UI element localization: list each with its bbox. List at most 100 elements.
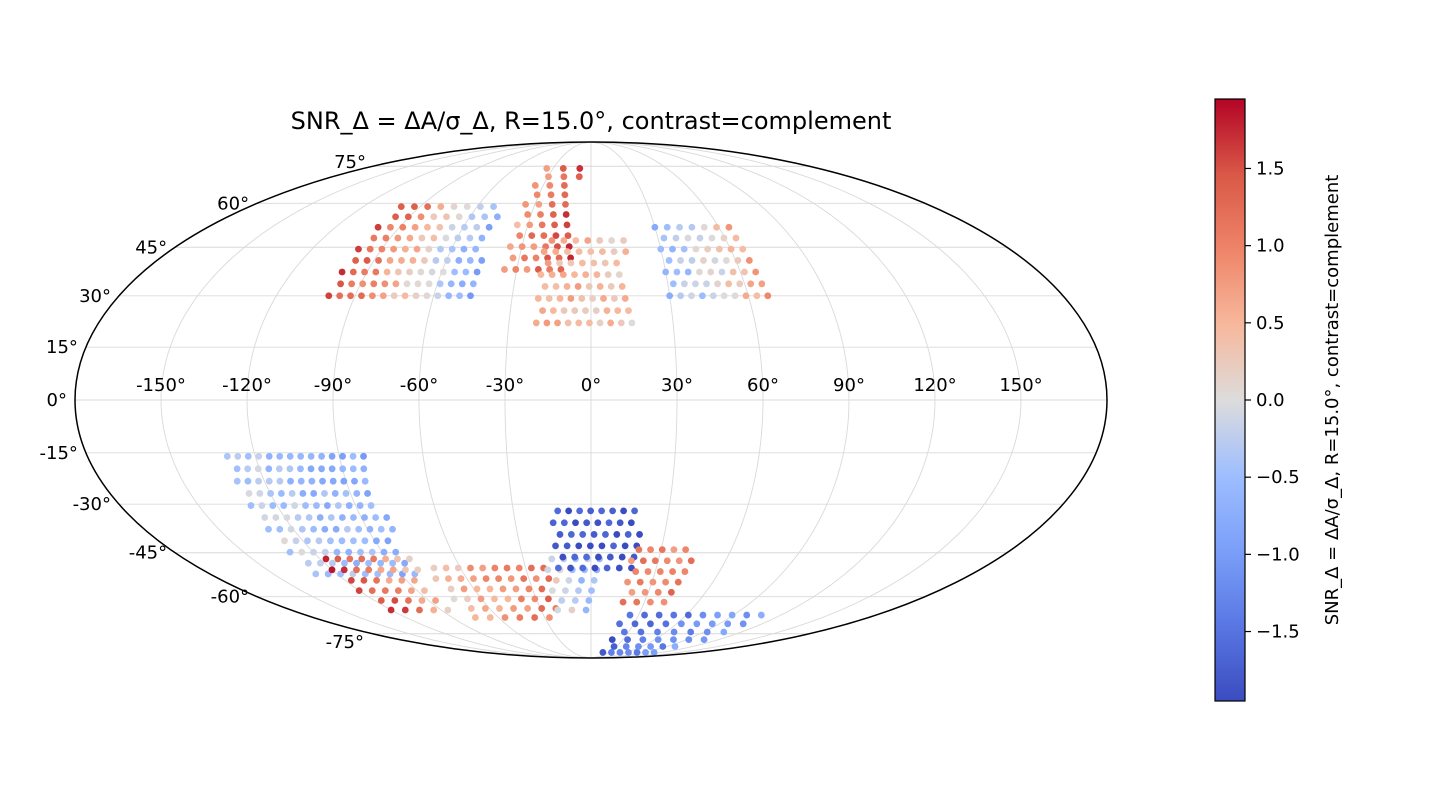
data-point <box>411 576 418 584</box>
data-point <box>545 295 553 302</box>
data-point <box>607 319 615 327</box>
data-point <box>276 525 284 533</box>
data-point <box>421 587 428 595</box>
data-point <box>639 636 647 644</box>
data-point <box>247 502 255 509</box>
data-point <box>470 575 477 583</box>
data-point <box>556 295 564 302</box>
data-point <box>688 292 695 300</box>
data-point <box>618 553 626 561</box>
lat-tick-label: 30° <box>79 286 111 307</box>
data-point <box>286 452 294 460</box>
data-point <box>359 280 367 288</box>
data-point <box>332 525 340 533</box>
data-point <box>642 649 649 656</box>
data-point <box>610 248 618 256</box>
data-point <box>654 636 662 644</box>
data-point <box>541 283 549 290</box>
lat-tick-label: -60° <box>211 587 249 608</box>
data-point <box>723 257 730 264</box>
data-point <box>626 611 634 619</box>
data-point <box>687 557 695 565</box>
data-point <box>389 525 396 533</box>
data-point <box>286 465 294 473</box>
data-point <box>307 465 315 473</box>
colorbar-tick-label: 0.0 <box>1256 390 1285 411</box>
data-point <box>352 257 360 264</box>
map-frame <box>74 141 1108 659</box>
colorbar-tick-label: −1.0 <box>1256 544 1300 565</box>
data-point <box>353 490 361 497</box>
data-point <box>392 213 399 221</box>
data-point <box>700 636 708 644</box>
data-point <box>370 280 378 288</box>
data-point <box>747 280 755 288</box>
data-point <box>560 307 568 315</box>
data-point <box>373 537 380 545</box>
data-point <box>360 576 368 584</box>
data-point <box>567 254 575 262</box>
data-point <box>308 477 316 485</box>
lon-tick-label: 30° <box>661 375 693 396</box>
data-point <box>734 257 742 264</box>
data-point <box>688 223 696 231</box>
data-point <box>546 182 554 189</box>
data-point <box>639 557 647 565</box>
data-point <box>614 307 622 315</box>
data-point <box>254 465 262 473</box>
data-point <box>637 628 645 636</box>
data-point <box>477 595 485 603</box>
data-point <box>469 280 477 288</box>
data-point <box>328 452 336 460</box>
data-point <box>693 620 701 628</box>
data-point <box>736 280 744 288</box>
data-point <box>392 548 400 556</box>
data-point <box>504 595 512 603</box>
data-point <box>624 636 631 644</box>
lon-tick-label: -120° <box>222 375 272 396</box>
data-point <box>669 280 677 288</box>
data-point <box>651 557 659 565</box>
data-point <box>370 234 378 242</box>
data-point <box>443 257 451 264</box>
data-point <box>618 283 626 290</box>
data-point <box>635 546 643 554</box>
data-point <box>562 201 569 208</box>
data-point <box>518 243 526 251</box>
data-point <box>565 507 573 515</box>
data-point <box>486 585 494 593</box>
data-point <box>283 514 291 521</box>
data-point <box>523 266 531 273</box>
data-point <box>565 576 573 584</box>
data-point <box>535 201 543 208</box>
data-point <box>350 514 357 521</box>
data-point <box>600 295 607 302</box>
data-point <box>729 268 737 276</box>
data-point <box>669 568 676 575</box>
data-point <box>323 502 331 509</box>
data-point <box>394 234 402 242</box>
data-point <box>457 575 465 583</box>
data-point <box>587 248 595 256</box>
data-point <box>561 191 569 199</box>
data-point <box>430 564 438 572</box>
data-point <box>447 280 455 288</box>
data-point <box>700 257 707 264</box>
colorbar-tick-label: −1.5 <box>1256 622 1300 643</box>
data-point <box>610 295 618 302</box>
data-point <box>583 519 591 527</box>
data-point <box>434 292 442 300</box>
data-point <box>548 587 556 595</box>
data-point <box>292 537 300 545</box>
data-point <box>338 514 346 521</box>
data-point <box>621 295 629 302</box>
data-point <box>522 201 529 208</box>
data-point <box>244 477 252 485</box>
data-point <box>714 280 721 288</box>
data-point <box>549 519 557 527</box>
data-point <box>377 566 385 574</box>
meridian-line <box>246 142 592 658</box>
data-point <box>676 223 683 231</box>
data-point <box>617 319 625 327</box>
data-point <box>616 620 623 628</box>
